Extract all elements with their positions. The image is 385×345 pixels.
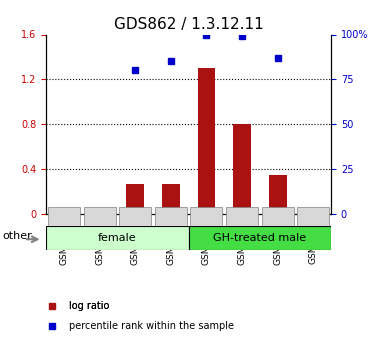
Text: female: female bbox=[98, 233, 137, 243]
Text: GH-treated male: GH-treated male bbox=[213, 233, 306, 243]
Bar bbox=[155, 207, 187, 226]
Text: other: other bbox=[2, 231, 32, 240]
Bar bbox=[162, 184, 180, 214]
Bar bbox=[191, 207, 223, 226]
Text: log ratio: log ratio bbox=[69, 301, 109, 311]
Bar bbox=[48, 207, 80, 226]
Text: log ratio: log ratio bbox=[69, 301, 109, 311]
Bar bbox=[198, 68, 215, 214]
Bar bbox=[297, 207, 329, 226]
Bar bbox=[189, 226, 331, 250]
Bar bbox=[262, 207, 294, 226]
Text: percentile rank within the sample: percentile rank within the sample bbox=[69, 321, 234, 331]
Bar bbox=[46, 226, 189, 250]
Bar bbox=[126, 184, 144, 214]
Bar bbox=[119, 207, 151, 226]
Bar bbox=[226, 207, 258, 226]
Bar bbox=[233, 124, 251, 214]
Bar bbox=[269, 175, 286, 214]
Bar bbox=[84, 207, 116, 226]
Title: GDS862 / 1.3.12.11: GDS862 / 1.3.12.11 bbox=[114, 17, 263, 32]
